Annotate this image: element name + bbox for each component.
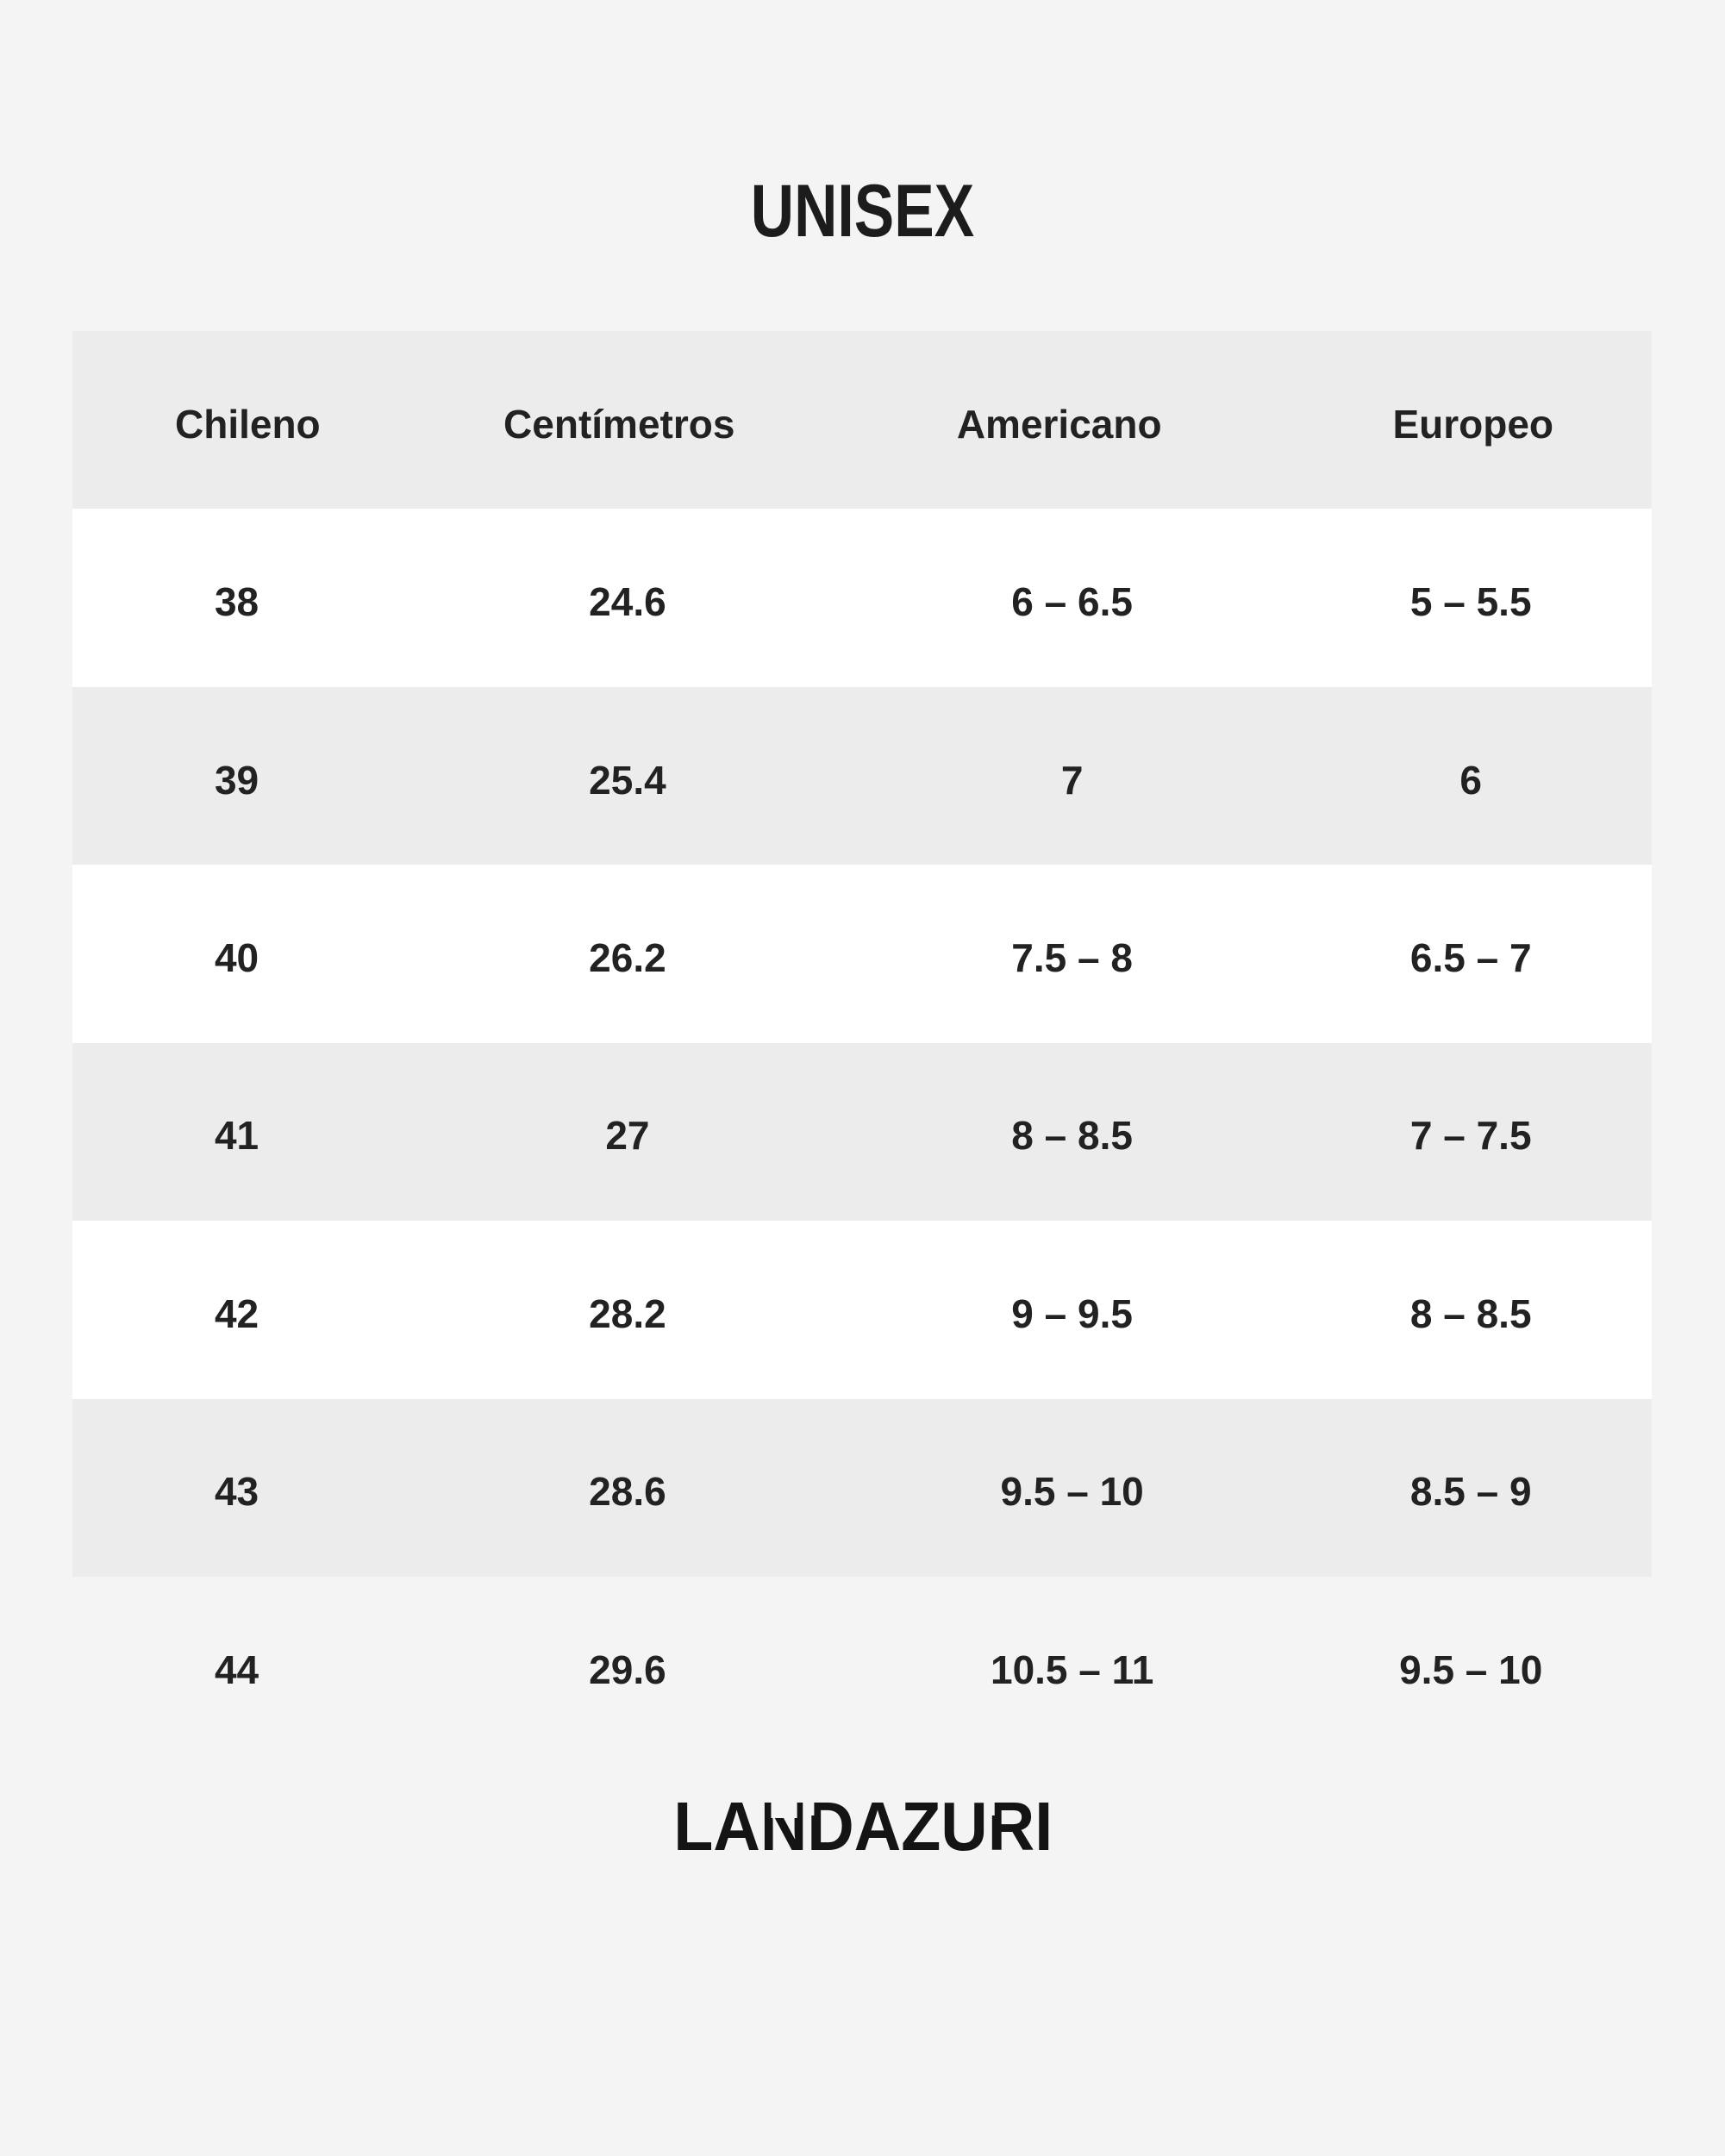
svg-text:LANDAZURI: LANDAZURI	[673, 1789, 1053, 1865]
